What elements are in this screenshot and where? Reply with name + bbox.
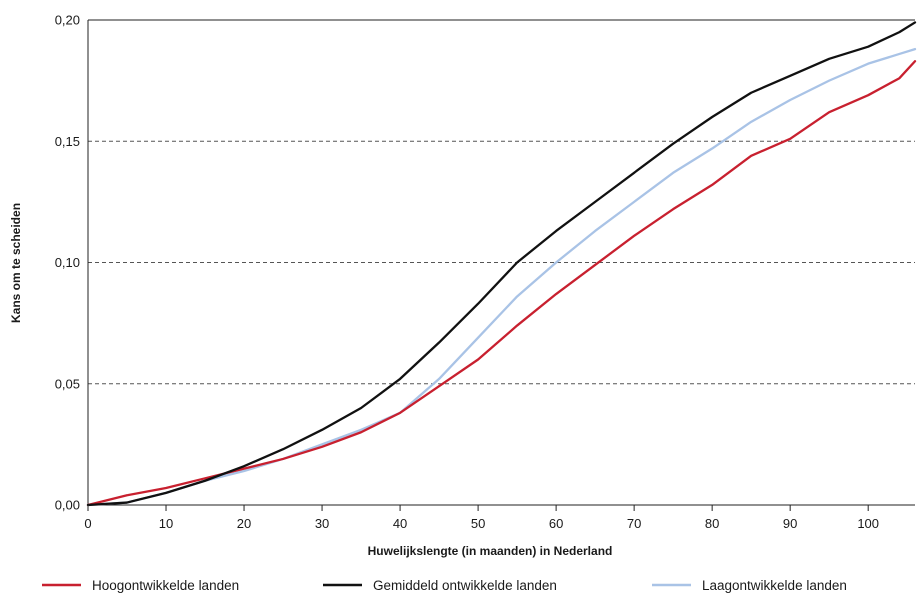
x-tick-label: 100	[857, 516, 879, 531]
y-tick-label: 0,20	[55, 13, 80, 28]
x-tick-label: 30	[315, 516, 329, 531]
x-tick-label: 80	[705, 516, 719, 531]
x-axis-title: Huwelijkslengte (in maanden) in Nederlan…	[368, 544, 613, 558]
y-tick-label: 0,05	[55, 376, 80, 391]
x-tick-label: 10	[159, 516, 173, 531]
x-tick-label: 60	[549, 516, 563, 531]
y-tick-label: 0,15	[55, 134, 80, 149]
series-line-hoogontwikkelde-landen	[86, 60, 917, 507]
y-tick-label: 0,10	[55, 255, 80, 270]
legend-label-laagontwikkelde-landen: Laagontwikkelde landen	[702, 578, 847, 593]
x-axis-ticks: 0 10 20 30 40 50 60 70 80 90 100	[84, 505, 879, 531]
y-tick-label: 0,00	[55, 498, 80, 513]
legend-label-gemiddeld-ontwikkelde-landen: Gemiddeld ontwikkelde landen	[373, 578, 557, 593]
legend: Hoogontwikkelde landen Gemiddeld ontwikke…	[42, 578, 847, 593]
y-axis-title: Kans om te scheiden	[9, 203, 23, 323]
series-line-laagontwikkelde-landen	[86, 47, 917, 507]
series-line-gemiddeld-ontwikkelde-landen	[86, 21, 917, 507]
x-tick-label: 0	[84, 516, 91, 531]
y-axis-ticks: 0,00 0,05 0,10 0,15 0,20	[55, 13, 80, 513]
axes	[87, 19, 915, 506]
x-tick-label: 40	[393, 516, 407, 531]
x-tick-label: 20	[237, 516, 251, 531]
x-tick-label: 90	[783, 516, 797, 531]
gridlines	[88, 140, 915, 385]
x-tick-label: 70	[627, 516, 641, 531]
x-tick-label: 50	[471, 516, 485, 531]
legend-label-hoogontwikkelde-landen: Hoogontwikkelde landen	[92, 578, 239, 593]
series-lines	[86, 21, 917, 507]
